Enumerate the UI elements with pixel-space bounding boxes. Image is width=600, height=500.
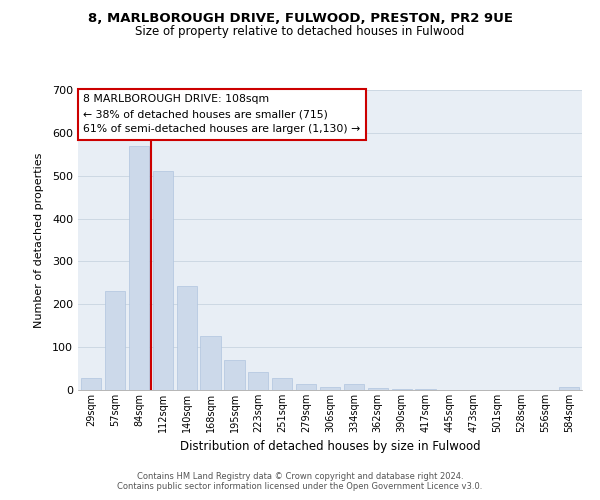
Bar <box>415 389 436 390</box>
Bar <box>272 378 292 390</box>
Text: 8, MARLBOROUGH DRIVE, FULWOOD, PRESTON, PR2 9UE: 8, MARLBOROUGH DRIVE, FULWOOD, PRESTON, … <box>88 12 512 26</box>
Bar <box>296 384 316 390</box>
Bar <box>559 387 579 390</box>
Text: Contains public sector information licensed under the Open Government Licence v3: Contains public sector information licen… <box>118 482 482 491</box>
Bar <box>392 389 412 390</box>
Bar <box>200 336 221 390</box>
Text: Size of property relative to detached houses in Fulwood: Size of property relative to detached ho… <box>136 25 464 38</box>
Bar <box>368 388 388 390</box>
Bar <box>224 360 245 390</box>
Text: 8 MARLBOROUGH DRIVE: 108sqm
← 38% of detached houses are smaller (715)
61% of se: 8 MARLBOROUGH DRIVE: 108sqm ← 38% of det… <box>83 94 360 134</box>
Bar <box>320 386 340 390</box>
Bar <box>152 172 173 390</box>
Bar <box>129 146 149 390</box>
Text: Contains HM Land Registry data © Crown copyright and database right 2024.: Contains HM Land Registry data © Crown c… <box>137 472 463 481</box>
Y-axis label: Number of detached properties: Number of detached properties <box>34 152 44 328</box>
X-axis label: Distribution of detached houses by size in Fulwood: Distribution of detached houses by size … <box>179 440 481 454</box>
Bar <box>81 378 101 390</box>
Bar <box>105 290 125 390</box>
Bar <box>344 384 364 390</box>
Bar <box>176 286 197 390</box>
Bar <box>248 372 268 390</box>
